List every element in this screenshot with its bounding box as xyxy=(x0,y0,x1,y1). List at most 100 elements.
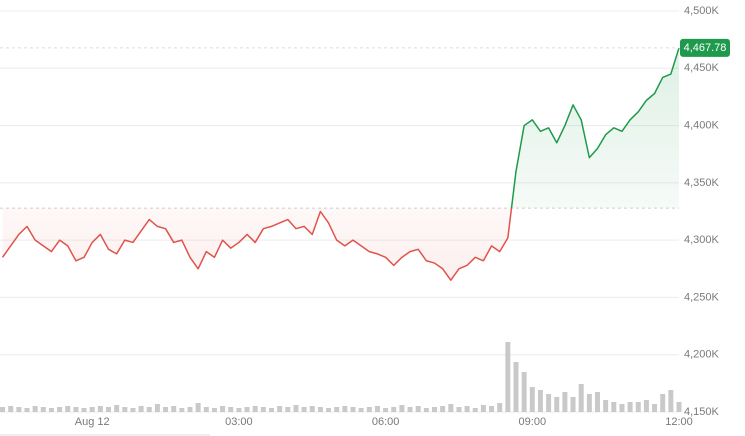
volume-bar xyxy=(260,407,266,412)
y-tick-label: 4,250K xyxy=(684,291,720,303)
volume-bar xyxy=(252,406,258,412)
volume-bar xyxy=(350,407,356,412)
volume-bar xyxy=(211,408,217,412)
volume-bar xyxy=(236,408,242,412)
volume-bar xyxy=(383,408,389,412)
volume-bar xyxy=(24,408,30,412)
volume-bar xyxy=(277,406,283,412)
volume-bar xyxy=(57,407,63,412)
volume-bar xyxy=(106,407,111,412)
volume-bar xyxy=(122,407,128,412)
x-tick-label: 12:00 xyxy=(665,416,693,428)
volume-bar xyxy=(269,408,274,412)
volume-bar xyxy=(32,406,38,412)
volume-bar xyxy=(114,405,120,412)
volume-bar xyxy=(627,402,633,412)
volume-bar xyxy=(537,390,543,412)
volume-bar xyxy=(244,407,250,412)
volume-bar xyxy=(676,402,682,412)
volume-bar xyxy=(660,394,666,412)
x-tick-label: 06:00 xyxy=(372,416,400,428)
volume-bar xyxy=(562,392,568,412)
volume-bar xyxy=(595,392,600,412)
volume-bar xyxy=(472,408,478,412)
volume-bar xyxy=(317,407,323,412)
volume-bar xyxy=(423,408,429,412)
x-tick-label: 09:00 xyxy=(519,416,547,428)
x-tick-label: Aug 12 xyxy=(75,416,110,428)
volume-bar xyxy=(358,408,364,412)
volume-bar xyxy=(505,342,511,412)
volume-bar xyxy=(603,400,609,412)
price-line xyxy=(1,47,680,281)
volume-bar xyxy=(0,407,6,412)
volume-bar xyxy=(521,372,527,412)
volume-bar xyxy=(163,407,169,412)
volume-bar xyxy=(554,397,560,412)
price-badge xyxy=(680,38,730,57)
volume-bar xyxy=(8,406,14,412)
y-tick-label: 4,150K xyxy=(684,406,720,418)
volume-bar xyxy=(81,408,87,412)
volume-bar xyxy=(399,405,405,412)
volume-bar xyxy=(89,407,95,412)
volume-bar xyxy=(586,394,592,412)
volume-bar xyxy=(285,407,291,412)
volume-bar xyxy=(342,406,348,412)
volume-bar xyxy=(138,406,144,412)
y-tick-label: 4,300K xyxy=(684,234,720,246)
volume-bar xyxy=(668,390,674,412)
volume-bar xyxy=(546,394,552,412)
volume-bar xyxy=(366,407,372,412)
volume-bar xyxy=(326,408,332,412)
volume-bar xyxy=(301,407,307,412)
volume-bar xyxy=(154,404,160,412)
volume-bar xyxy=(65,406,71,412)
y-tick-label: 4,500K xyxy=(684,5,720,17)
volume-bar xyxy=(611,402,617,412)
y-tick-label: 4,400K xyxy=(684,119,720,131)
volume-bar xyxy=(73,407,79,412)
volume-bar xyxy=(179,408,185,412)
volume-bar xyxy=(529,387,535,412)
volume-bar xyxy=(40,407,46,412)
volume-bar xyxy=(391,407,397,412)
y-tick-label: 4,200K xyxy=(684,349,720,361)
volume-bar xyxy=(130,408,136,412)
volume-bar xyxy=(619,404,625,412)
volume-bar xyxy=(497,403,503,412)
volume-bar xyxy=(374,406,380,412)
area-fill xyxy=(2,47,680,281)
volume-bar xyxy=(48,408,54,412)
volume-bar xyxy=(643,400,649,412)
volume-bar xyxy=(432,407,437,412)
volume-bar xyxy=(464,406,470,412)
volume-bar xyxy=(16,407,22,412)
volume-bar xyxy=(171,406,177,412)
volume-bar xyxy=(570,397,576,412)
volume-bar xyxy=(97,406,103,412)
price-label: 4,467.78 xyxy=(684,42,727,54)
y-tick-label: 4,350K xyxy=(684,177,720,189)
y-tick-label: 4,450K xyxy=(684,62,720,74)
volume-bar xyxy=(293,405,299,412)
volume-bar xyxy=(146,407,152,412)
volume-bar xyxy=(309,406,315,412)
volume-bar xyxy=(652,404,658,412)
volume-bar xyxy=(489,406,495,412)
volume-bar xyxy=(228,407,234,412)
volume-bar xyxy=(635,402,641,412)
volume-bar xyxy=(203,407,209,412)
volume-bar xyxy=(220,406,226,412)
volume-bar xyxy=(334,407,340,412)
x-tick-label: 03:00 xyxy=(225,416,253,428)
volume-bar xyxy=(195,403,201,412)
volume-bar xyxy=(407,407,413,412)
volume-bar xyxy=(415,406,421,412)
volume-bar xyxy=(578,384,584,412)
volume-bar xyxy=(456,407,462,412)
volume-bar xyxy=(513,362,519,412)
volume-bar xyxy=(187,407,193,412)
